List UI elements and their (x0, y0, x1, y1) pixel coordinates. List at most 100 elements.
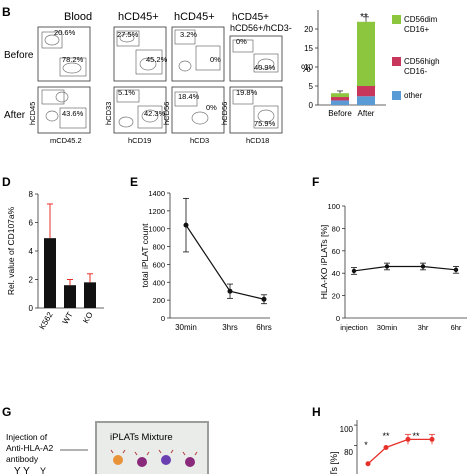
y-axis-label: HLA-KO iPLATs [%] (319, 225, 329, 299)
b-pct: 18.4% (178, 92, 200, 101)
g-text-line: Injection of (6, 432, 48, 442)
y-tick-label: 6 (29, 219, 34, 228)
y-tick-label: 0 (29, 304, 34, 313)
b-flow-plots (37, 26, 283, 134)
cell-icon (137, 457, 147, 467)
x-tick-label: 6hrs (256, 323, 272, 332)
y-tick-label: 4 (29, 247, 34, 256)
b-pct: 40.9% (254, 63, 276, 72)
flow-plot (171, 86, 225, 134)
y-tick-label: 20 (304, 25, 313, 34)
flow-plot (113, 86, 167, 134)
x-tick-label: 3hrs (222, 323, 238, 332)
legend-swatch-other (392, 91, 401, 100)
data-point (261, 296, 267, 302)
chart-d-bar: 0 2 4 6 8 Rel. value of CD107a% K562 WT KO (6, 190, 104, 331)
data-point (227, 288, 233, 294)
flow-gate (232, 89, 254, 105)
flow-gate (59, 107, 87, 129)
flow-gate (232, 39, 254, 53)
bar-segment (357, 96, 375, 105)
bar (64, 285, 76, 308)
flow-plot (229, 35, 283, 82)
b-pct: 42.3% (144, 109, 166, 118)
data-point (429, 436, 435, 442)
b-pct: 43.6% (62, 109, 84, 118)
b-x-axis-label: mCD45.2 (50, 136, 82, 145)
panel-h-letter: H (312, 405, 321, 419)
cell-cluster (257, 109, 275, 123)
flow-gate (116, 89, 140, 103)
legend-label-cd56dim-line1: CD56dim (404, 15, 438, 24)
flow-gate (253, 53, 279, 73)
flow-gate (41, 89, 65, 105)
y-axis-label: total iPLAT count (140, 223, 150, 288)
x-tick-label: 6hr (451, 323, 462, 332)
y-tick-label: 5 (309, 82, 314, 91)
legend-swatch-cd56dim (392, 15, 401, 24)
b-pct: 27.5% (117, 30, 139, 39)
cell-icon (113, 455, 123, 465)
b-significance: ** (360, 12, 368, 23)
y-tick-label: 0 (309, 101, 314, 110)
legend-label-cd56high-line1: CD56high (404, 57, 440, 66)
flow-gate (253, 105, 279, 129)
cell-cluster (191, 111, 209, 125)
panel-d-letter: D (2, 175, 11, 189)
flow-gate (137, 105, 163, 129)
data-point (183, 222, 189, 228)
b-col-title-blood: Blood (64, 11, 92, 23)
b-x-axis-label: hCD19 (128, 136, 151, 145)
h-significance: ** (412, 431, 420, 441)
series-line (185, 224, 265, 300)
panel-g-letter: G (2, 405, 11, 419)
legend-label-cd56high-line2: CD16- (404, 67, 427, 76)
bar (44, 238, 56, 308)
y-tick-label: 20 (332, 292, 340, 301)
data-point (365, 461, 371, 467)
b-x-axis-label: hCD18 (246, 136, 269, 145)
b-pct: 0% (236, 37, 247, 46)
y-tick-label: 1400 (148, 189, 165, 198)
series-line (367, 438, 432, 465)
b-pct: 75.9% (254, 119, 276, 128)
cell-icon (185, 457, 195, 467)
flow-plot (37, 26, 91, 82)
b-y-axis-label: hCD33 (104, 102, 113, 125)
y-tick-label: 100 (327, 202, 340, 211)
data-point (405, 436, 411, 442)
data-point (453, 267, 459, 273)
b-col-title-hcd56: hCD56+/hCD3- (230, 23, 292, 33)
b-bar-ylabel: % (301, 63, 311, 75)
cell-cluster (178, 60, 192, 72)
cell-cluster (141, 109, 159, 123)
y-tick-label: 400 (152, 278, 165, 287)
g-text-line: Anti-HLA-A2 (6, 443, 54, 453)
b-pct: 3.2% (180, 30, 197, 39)
b-row-label-after: After (4, 110, 26, 121)
y-tick-label: 80 (332, 224, 340, 233)
antibody-icon: Y (40, 466, 46, 474)
b-row-label-before: Before (4, 50, 34, 61)
flow-gate (174, 29, 196, 45)
b-pct: 20.6% (54, 28, 76, 37)
b-pct: 19.8% (236, 88, 258, 97)
y-tick-label: 60 (332, 247, 340, 256)
b-legend: CD56dim CD16+ CD56high CD16- other (392, 15, 440, 100)
h-ylabel: Ts [%] (329, 451, 339, 474)
b-y-axis-label: hCD56 (220, 102, 229, 125)
legend-label-other: other (404, 91, 423, 100)
bar-segment (357, 21, 375, 87)
x-tick-label: 30min (377, 323, 397, 332)
x-tick-label: K562 (38, 310, 55, 331)
b-pct: 5.1% (118, 88, 135, 97)
cell-cluster (118, 116, 134, 128)
panel-b-letter: B (2, 5, 11, 19)
b-col-title-hcd45-1: hCD45+ (118, 11, 159, 23)
cell-cluster (44, 34, 60, 46)
x-tick-label: 30min (175, 323, 197, 332)
y-tick-label: 40 (332, 269, 340, 278)
bar-segment (331, 100, 349, 105)
h-ytick: 80 (344, 448, 353, 457)
